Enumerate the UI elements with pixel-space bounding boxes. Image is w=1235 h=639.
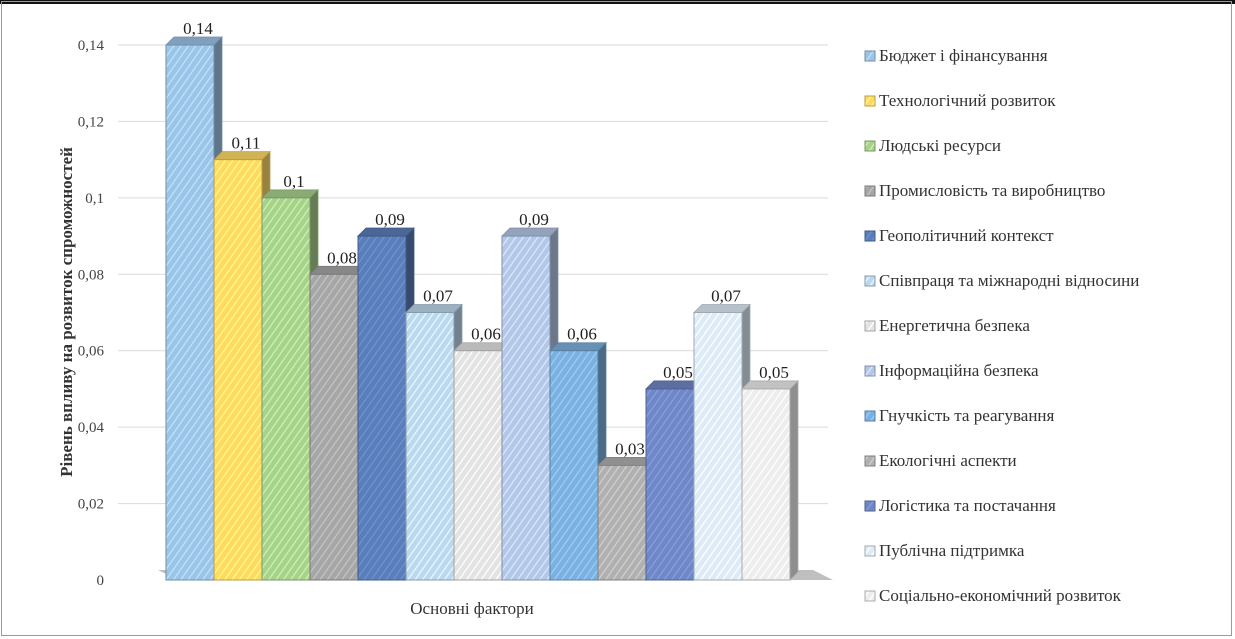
data-label: 0,11 xyxy=(231,134,260,153)
legend-entry: Соціально-економічний розвиток xyxy=(879,586,1122,605)
y-tick-label: 0,08 xyxy=(78,267,104,283)
legend-entry: Інформаційна безпека xyxy=(879,361,1039,380)
legend-entry: Технологічний розвиток xyxy=(879,91,1056,110)
bar xyxy=(453,350,503,581)
legend-swatch xyxy=(864,455,876,467)
legend-entry: Людські ресурси xyxy=(879,136,1001,155)
y-tick-label: 0,06 xyxy=(78,344,105,360)
legend-entry: Геополітичний контекст xyxy=(879,226,1054,245)
legend: Бюджет і фінансування Технологічний розви… xyxy=(864,46,1139,605)
legend-entry: Публічна підтримка xyxy=(879,541,1025,560)
bar-top xyxy=(741,380,799,390)
legend-entry: Логістика та постачання xyxy=(879,496,1056,515)
bar xyxy=(261,197,311,581)
legend-swatch xyxy=(864,95,876,107)
data-label: 0,05 xyxy=(759,363,789,382)
y-tick-label: 0,12 xyxy=(78,114,104,130)
top-border-line xyxy=(0,0,1235,4)
data-label: 0,03 xyxy=(615,439,645,458)
bar-top xyxy=(213,151,271,161)
bar xyxy=(597,464,647,581)
bar xyxy=(501,235,551,581)
y-tick-label: 0,04 xyxy=(78,420,105,436)
legend-swatch xyxy=(864,545,876,557)
data-label: 0,06 xyxy=(471,325,501,344)
data-label: 0,14 xyxy=(183,19,213,38)
bar xyxy=(405,312,455,581)
bar-top xyxy=(501,227,559,237)
legend-swatch xyxy=(864,500,876,512)
legend-swatch xyxy=(864,590,876,602)
bar xyxy=(309,273,359,581)
bar xyxy=(213,159,263,581)
legend-swatch xyxy=(864,275,876,287)
legend-entry: Екологічні аспекти xyxy=(879,451,1017,470)
bar-top xyxy=(165,36,223,46)
bar-top xyxy=(549,342,607,352)
legend-entry: Співпраця та міжнародні відносини xyxy=(879,271,1139,290)
y-tick-label: 0,1 xyxy=(85,191,104,207)
data-labels: 0,14 0,11 0,1 0,08 0,09 0,07 0,06 0,09 0,06 0,03 0… xyxy=(183,19,789,458)
bar-top xyxy=(693,304,751,313)
legend-swatch xyxy=(864,50,876,62)
legend-swatch xyxy=(864,230,876,242)
x-axis-category-label: Основні фактори xyxy=(410,599,533,618)
bar-top xyxy=(357,227,415,237)
bar xyxy=(645,388,695,581)
data-label: 0,09 xyxy=(519,210,549,229)
legend-entry: Енергетична безпека xyxy=(879,316,1030,335)
bar xyxy=(357,235,407,581)
legend-swatch xyxy=(864,140,876,152)
bar-top xyxy=(405,304,463,313)
data-label: 0,06 xyxy=(567,325,597,344)
y-axis-ticks: 0 0,02 0,04 0,06 0,08 0,1 0,12 0,14 xyxy=(78,38,105,589)
legend-swatch xyxy=(864,410,876,422)
bar-top xyxy=(261,189,319,199)
legend-entry: Промисловість та виробництво xyxy=(879,181,1105,200)
legend-swatch xyxy=(864,185,876,197)
bar xyxy=(165,44,215,581)
y-tick-label: 0,14 xyxy=(78,38,105,54)
bar-side xyxy=(789,379,799,581)
legend-entry: Гнучкість та реагування xyxy=(879,406,1055,425)
y-tick-label: 0,02 xyxy=(78,497,104,513)
bar xyxy=(741,388,791,581)
data-label: 0,1 xyxy=(283,172,304,191)
legend-swatch xyxy=(864,320,876,332)
data-label: 0,08 xyxy=(327,248,357,267)
data-label: 0,07 xyxy=(423,287,453,306)
data-label: 0,07 xyxy=(711,287,741,306)
bars xyxy=(165,36,799,581)
legend-swatch xyxy=(864,365,876,377)
y-tick-label: 0 xyxy=(97,573,105,589)
legend-entry: Бюджет і фінансування xyxy=(879,46,1048,65)
bar xyxy=(549,350,599,581)
data-label: 0,09 xyxy=(375,210,405,229)
bar xyxy=(693,312,743,581)
data-label: 0,05 xyxy=(663,363,693,382)
y-axis-title: Рівень впливу на розвиток спроможностей xyxy=(57,147,76,477)
